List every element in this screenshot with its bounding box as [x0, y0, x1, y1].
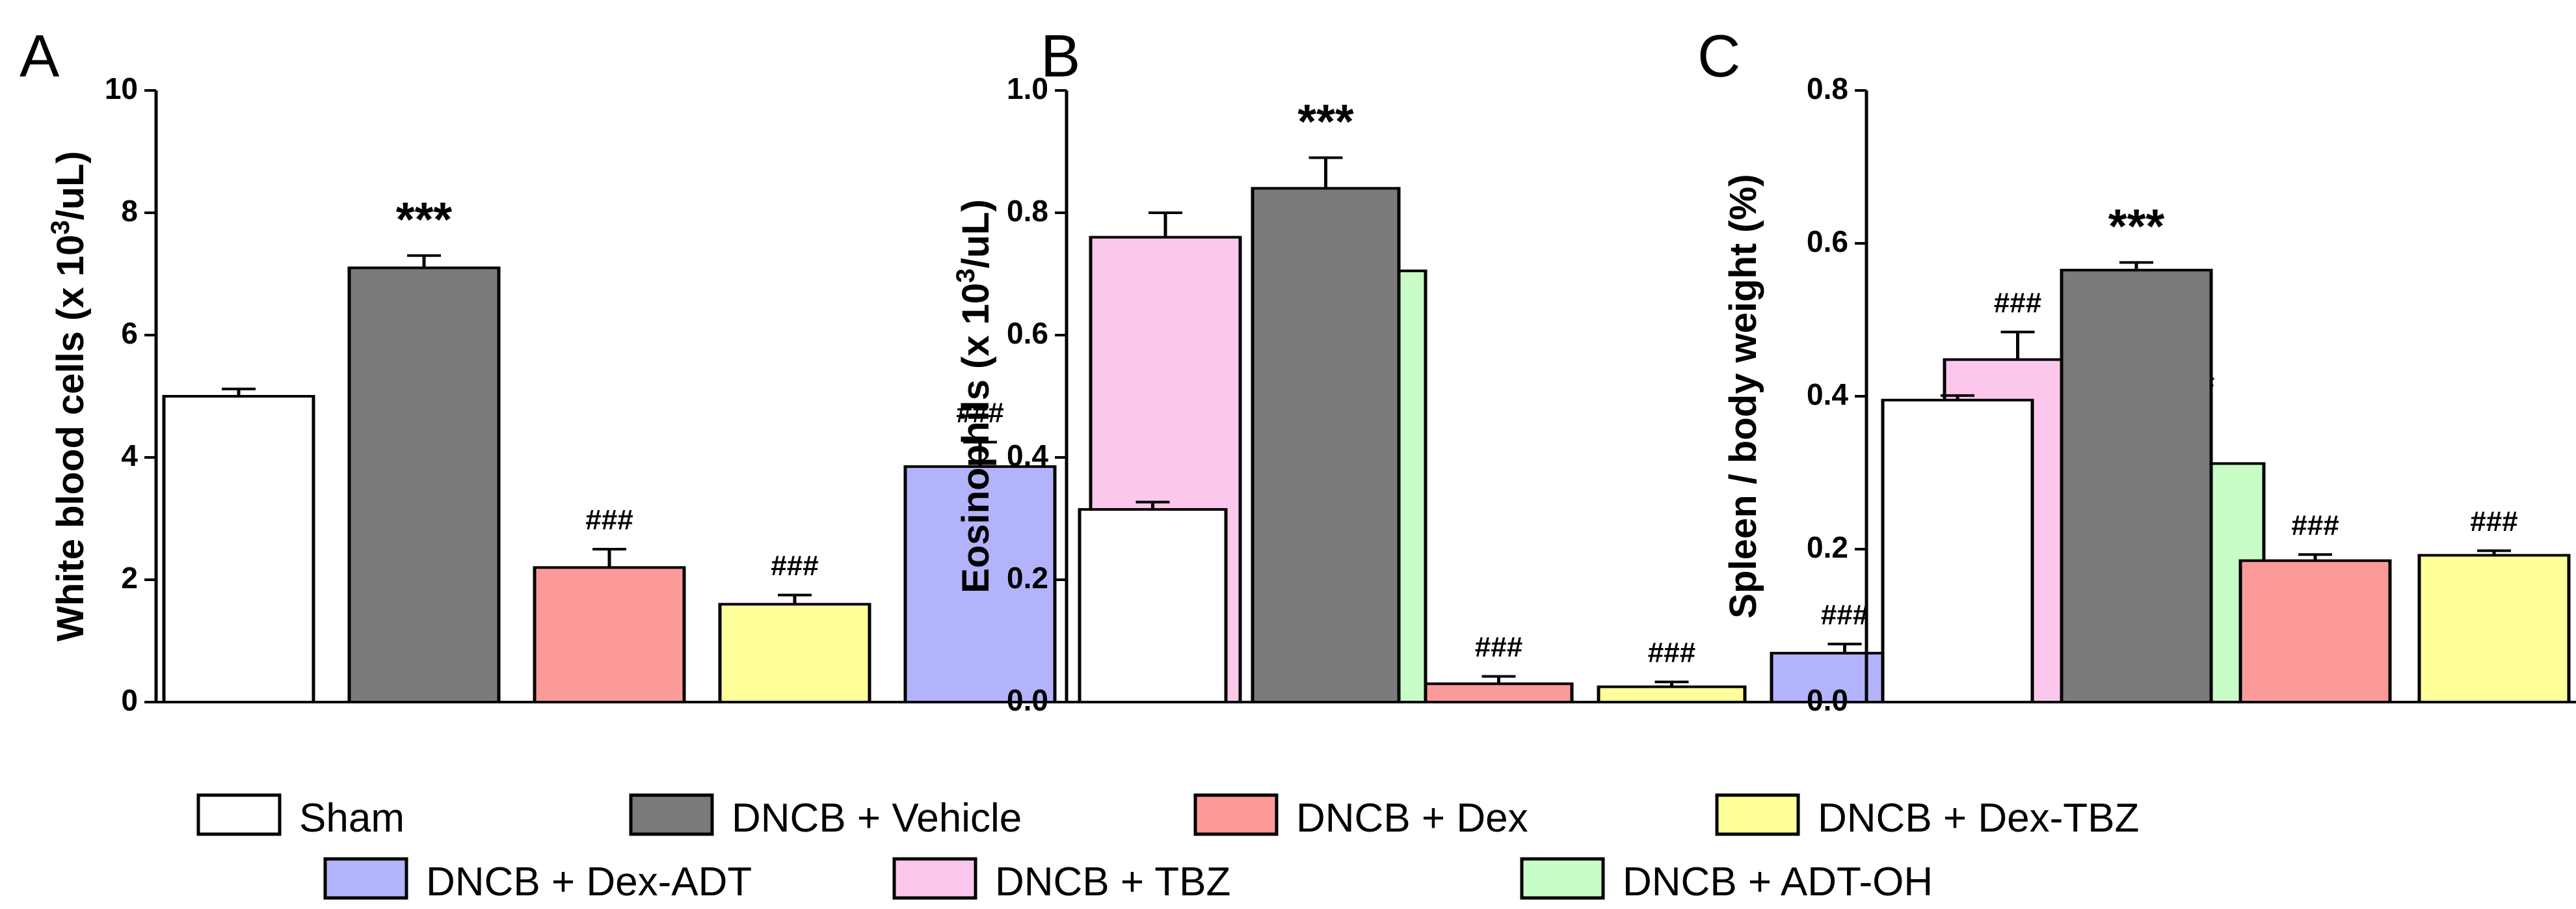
significance-label: ###: [771, 550, 818, 582]
y-tick-label: 2: [121, 561, 138, 595]
bar-sham: [162, 395, 315, 704]
legend-item: DNCB + TBZ: [892, 857, 1230, 904]
significance-label: ###: [2291, 509, 2339, 541]
legend-swatch: [1520, 857, 1605, 900]
bar-dncb-dex: [2238, 559, 2392, 704]
legend-item: DNCB + Dex: [1193, 793, 1528, 841]
bar-sham: [1078, 508, 1228, 704]
bar-dncb-dex-adt: [903, 465, 1057, 704]
bar-dncb-vehicle: [2060, 269, 2213, 704]
y-axis-label: White blood cells (x 103/uL): [46, 151, 92, 642]
legend-label: DNCB + Dex-TBZ: [1818, 796, 2139, 841]
y-tick-label: 0.4: [1007, 439, 1048, 472]
y-tick-label: 1.0: [1007, 72, 1048, 105]
legend-label: DNCB + ADT-OH: [1623, 860, 1933, 904]
y-tick-label: 0.6: [1807, 224, 1848, 258]
bar-dncb-dex: [533, 566, 686, 704]
significance-label: ###: [1475, 631, 1522, 663]
y-tick-label: 6: [121, 316, 138, 350]
y-tick-label: 10: [105, 72, 138, 105]
legend-label: DNCB + Vehicle: [732, 796, 1022, 841]
bar-dncb-dex-tbz: [2417, 554, 2571, 704]
bar-dncb-dex-tbz: [1597, 685, 1747, 704]
bar-sham: [1881, 398, 2034, 704]
y-tick-label: 0.8: [1807, 72, 1848, 105]
legend-item: DNCB + Dex-ADT: [323, 857, 752, 904]
y-tick-label: 0.8: [1007, 194, 1048, 228]
y-axis-label: Eosinophils (x 103/uL): [951, 199, 997, 593]
legend-swatch: [1715, 793, 1800, 836]
significance-label: ***: [396, 192, 453, 246]
significance-label: ###: [1994, 287, 2041, 319]
legend-swatch: [196, 793, 282, 836]
significance-label: ###: [956, 397, 1003, 429]
legend-label: DNCB + TBZ: [995, 860, 1230, 904]
legend-swatch: [1193, 793, 1279, 836]
legend-swatch: [629, 793, 714, 836]
y-tick-label: 0: [121, 683, 138, 717]
bar-dncb-dex: [1424, 682, 1574, 704]
significance-label: ###: [585, 504, 633, 536]
bar-dncb-vehicle: [347, 266, 501, 704]
legend-item: DNCB + Dex-TBZ: [1715, 793, 2139, 841]
significance-label: ###: [1648, 637, 1695, 669]
panel-letter: C: [1697, 23, 1740, 89]
significance-label: ***: [1297, 94, 1354, 148]
panel-letter: B: [1041, 23, 1080, 89]
legend-swatch: [323, 857, 408, 900]
significance-label: ###: [1821, 599, 1868, 631]
significance-label: ###: [2470, 506, 2517, 537]
y-tick-label: 0.0: [1007, 683, 1048, 717]
legend-label: DNCB + Dex: [1296, 796, 1528, 841]
legend-label: DNCB + Dex-ADT: [426, 860, 752, 904]
y-tick-label: 8: [121, 194, 138, 228]
y-tick-label: 0.6: [1007, 316, 1048, 350]
y-axis-label: Spleen / body weight (%): [1722, 174, 1764, 618]
y-tick-label: 0.0: [1807, 683, 1848, 717]
y-tick-label: 0.2: [1807, 530, 1848, 564]
chart-panel-C: C 0.0 0.2 0.4 0.6 0.8 Spleen / body weight (%)…: [1697, 23, 2576, 717]
significance-label: ***: [2108, 199, 2165, 253]
y-tick-label: 4: [121, 439, 138, 472]
y-tick-label: 0.4: [1807, 377, 1848, 411]
legend-swatch: [892, 857, 977, 900]
y-tick-label: 0.2: [1007, 561, 1048, 595]
bar-dncb-vehicle: [1251, 187, 1401, 704]
legend-label: Sham: [299, 796, 405, 841]
legend-item: Sham: [196, 793, 405, 841]
panel-letter: A: [20, 23, 60, 89]
legend-item: DNCB + ADT-OH: [1520, 857, 1933, 904]
legend: Sham DNCB + Vehicle DNCB + Dex DNCB + Dex-T…: [196, 793, 2139, 904]
bar-dncb-dex-tbz: [718, 603, 871, 704]
legend-item: DNCB + Vehicle: [629, 793, 1022, 841]
